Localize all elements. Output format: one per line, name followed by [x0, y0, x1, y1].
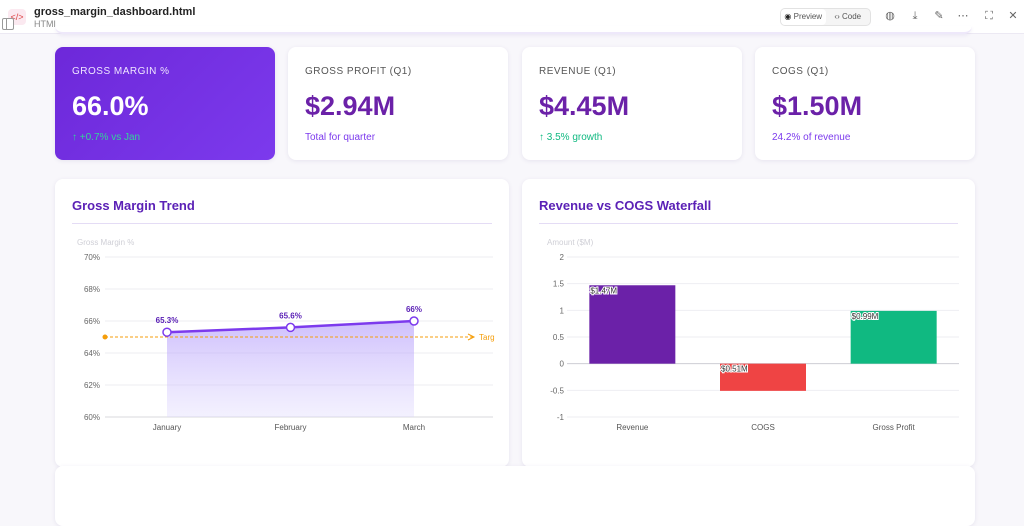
y-tick-label: 66% [84, 317, 100, 326]
panel-title: Revenue vs COGS Waterfall [539, 198, 712, 213]
code-button[interactable]: ‹› Code [834, 12, 862, 21]
y-tick-label: 2 [560, 253, 565, 262]
kpi-label: COGS (Q1) [772, 66, 829, 77]
kpi-value: $4.45M [539, 91, 630, 121]
kpi-value: $1.50M [772, 91, 863, 121]
kpi-card-gross-profit: GROSS PROFIT (Q1) $2.94M Total for quart… [288, 47, 508, 160]
fullscreen-icon[interactable]: ⛶ [985, 10, 993, 22]
y-tick-label: 70% [84, 253, 100, 262]
kpi-label: GROSS PROFIT (Q1) [305, 66, 412, 77]
close-icon[interactable]: ✕ [1008, 10, 1018, 22]
file-type: HTML [34, 19, 59, 29]
x-tick-label: COGS [751, 423, 775, 432]
data-point [285, 322, 296, 333]
y-axis-title: Gross Margin % [77, 238, 134, 247]
sidebar-toggle-icon[interactable] [2, 18, 14, 30]
x-tick-label: Revenue [616, 423, 649, 432]
x-tick-label: January [153, 423, 181, 432]
edit-pencil-icon[interactable]: ✎ [934, 10, 944, 22]
panel-title: Gross Margin Trend [72, 198, 195, 213]
waterfall-chart: Amount ($M) -1 -0.5 0 0.5 1 1.5 2 $1.47M Revenue $… [547, 238, 959, 432]
data-point [409, 316, 419, 326]
kpi-card-revenue: REVENUE (Q1) $4.45M ↑ 3.5% growth [522, 47, 742, 160]
data-label: 65.6% [279, 311, 302, 320]
y-tick-label: -0.5 [550, 386, 564, 395]
preview-label: Preview [793, 12, 823, 21]
y-tick-label: 64% [84, 349, 100, 358]
target-arrow [467, 333, 476, 341]
bar [720, 363, 806, 391]
kpi-label: REVENUE (Q1) [539, 66, 617, 77]
bottom-card [55, 466, 975, 526]
bar-value-label: $1.47M [590, 286, 617, 295]
download-icon[interactable]: ⤓ [912, 10, 918, 22]
panel-divider [72, 223, 492, 224]
kpi-value: 66.0% [72, 91, 149, 121]
area-fill [167, 321, 414, 417]
waterfall-panel: Revenue vs COGS Waterfall Amount ($M) -1 -… [522, 179, 975, 467]
more-options-icon[interactable]: ⋯ [957, 10, 969, 22]
kpi-sub: ↑ 3.5% growth [539, 132, 603, 143]
panel-divider [539, 223, 958, 224]
data-label: 66% [406, 305, 422, 314]
y-tick-label: 0.5 [553, 333, 565, 342]
kpi-sub: 24.2% of revenue [772, 132, 851, 143]
y-tick-label: 1 [560, 306, 565, 315]
x-tick-label: Gross Profit [873, 423, 916, 432]
gross-margin-trend-chart: Gross Margin % 60% 62% 64% 66% 68% 70% Targ 65.3… [77, 238, 495, 432]
target-marker [102, 334, 108, 340]
y-tick-label: 1.5 [553, 280, 565, 289]
bar-value-label: $0.51M [721, 365, 748, 374]
code-label: Code [841, 12, 862, 21]
y-axis-title: Amount ($M) [547, 238, 594, 247]
kpi-value: $2.94M [305, 91, 396, 121]
kpi-label: GROSS MARGIN % [72, 66, 170, 77]
view-toggle: ◉ Preview ‹› Code [780, 8, 871, 26]
x-tick-label: February [274, 423, 306, 432]
globe-icon[interactable]: ◍ [885, 10, 895, 22]
header-strip [55, 26, 972, 34]
kpi-sub: ↑ +0.7% vs Jan [72, 132, 141, 143]
bar [589, 285, 676, 364]
bar [850, 310, 937, 364]
file-name: gross_margin_dashboard.html [34, 6, 196, 18]
y-tick-label: 60% [84, 413, 100, 422]
kpi-card-cogs: COGS (Q1) $1.50M 24.2% of revenue [755, 47, 975, 160]
kpi-sub: Total for quarter [305, 132, 376, 143]
target-label: Targ [479, 333, 495, 342]
bar-value-label: $0.99M [852, 312, 879, 321]
data-label: 65.3% [156, 316, 179, 325]
y-tick-label: 68% [84, 285, 100, 294]
x-tick-label: March [403, 423, 425, 432]
preview-button[interactable]: ◉ Preview [781, 9, 826, 25]
y-tick-label: -1 [557, 413, 565, 422]
y-tick-label: 62% [84, 381, 100, 390]
kpi-card-gross-margin: GROSS MARGIN % 66.0% ↑ +0.7% vs Jan [55, 47, 275, 160]
y-tick-label: 0 [560, 360, 565, 369]
gross-margin-trend-panel: Gross Margin Trend Gross Margin % 60% 62% 6… [55, 179, 509, 467]
data-point [162, 327, 172, 337]
